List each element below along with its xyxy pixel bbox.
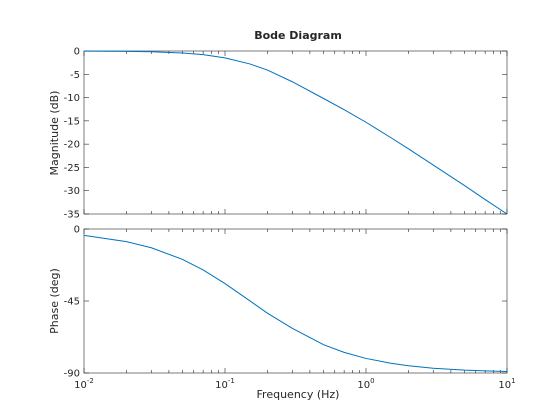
chart-title: Bode Diagram: [254, 29, 342, 42]
phase-curve: [83, 234, 508, 373]
x-axis-label: Frequency (Hz): [257, 388, 340, 401]
magnitude-ytick-label: -10: [64, 93, 80, 104]
magnitude-ytick-label: -35: [64, 210, 80, 221]
magnitude-axes-box: [83, 50, 508, 215]
x-tick-label: 100: [357, 377, 374, 391]
magnitude-ytick-label: 0: [74, 47, 80, 58]
magnitude-curve: [83, 50, 508, 215]
magnitude-ytick-label: -15: [64, 116, 80, 127]
x-tick-label: 101: [498, 377, 515, 391]
phase-panel: 0 -45 -90 Phase (deg): [48, 225, 508, 380]
phase-ytick-label: -45: [64, 297, 80, 308]
phase-ytick-label: 0: [74, 225, 80, 236]
magnitude-ytick-label: -20: [64, 140, 80, 151]
magnitude-ytick-label: -25: [64, 163, 80, 174]
x-tick-label: 10-1: [215, 377, 235, 391]
phase-ytick-label: -90: [64, 369, 80, 380]
magnitude-ylabel: Magnitude (dB): [48, 91, 61, 176]
magnitude-ytick-label: -5: [70, 70, 80, 81]
phase-ylabel: Phase (deg): [48, 268, 61, 334]
magnitude-ytick-label: -30: [64, 186, 80, 197]
x-tick-label: 10-2: [74, 377, 94, 391]
phase-axes-box: [83, 228, 508, 374]
magnitude-panel: 0 -5 -10 -15 -20 -25 -30 -35 Magnitude (dB): [48, 47, 508, 221]
